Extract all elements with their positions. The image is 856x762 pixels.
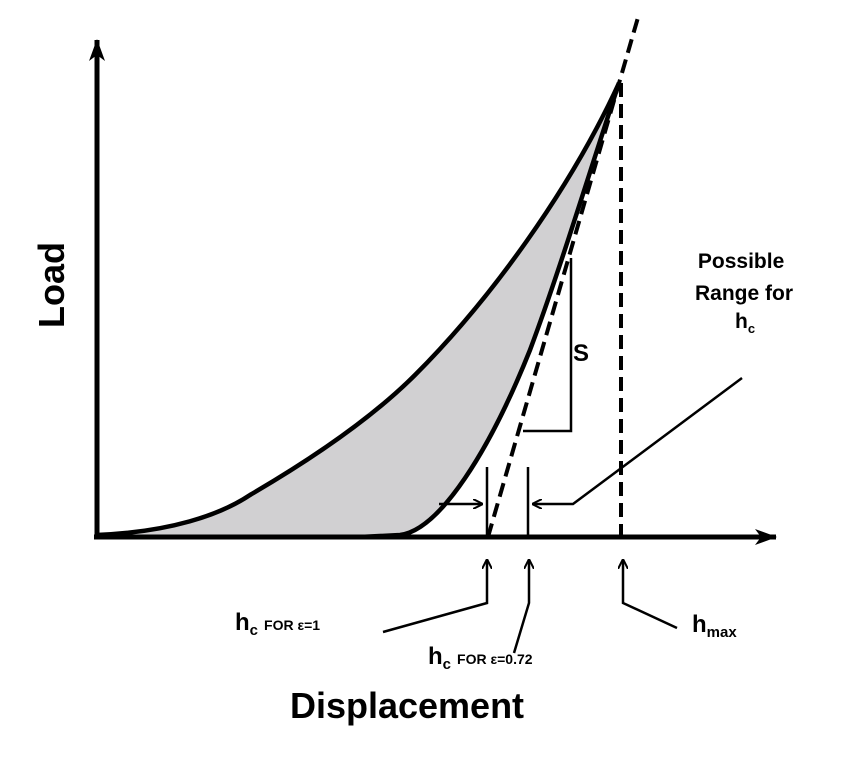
range-h-label: hc xyxy=(735,310,755,336)
x-axis-label: Displacement xyxy=(290,685,524,726)
hmax-label: hmax xyxy=(692,611,737,641)
unloading-curve xyxy=(359,82,622,540)
hc-eps072-pointer xyxy=(512,560,529,654)
hysteresis-area xyxy=(97,83,619,537)
hc-eps1-pointer xyxy=(382,560,487,634)
loading-curve xyxy=(96,82,622,538)
range-right-pointer xyxy=(533,376,743,504)
stiffness-label: S xyxy=(573,340,589,367)
stiffness-triangle xyxy=(523,258,573,433)
hmax-pointer xyxy=(623,560,678,630)
unloading-tangent-line xyxy=(486,13,641,538)
hc-eps072-label: hc FOR ε=0.72 xyxy=(428,643,533,673)
range-label: Possible Range for xyxy=(695,250,793,305)
y-axis-label: Load xyxy=(31,242,72,328)
hc-eps1-label: hc FOR ε=1 xyxy=(235,609,320,639)
